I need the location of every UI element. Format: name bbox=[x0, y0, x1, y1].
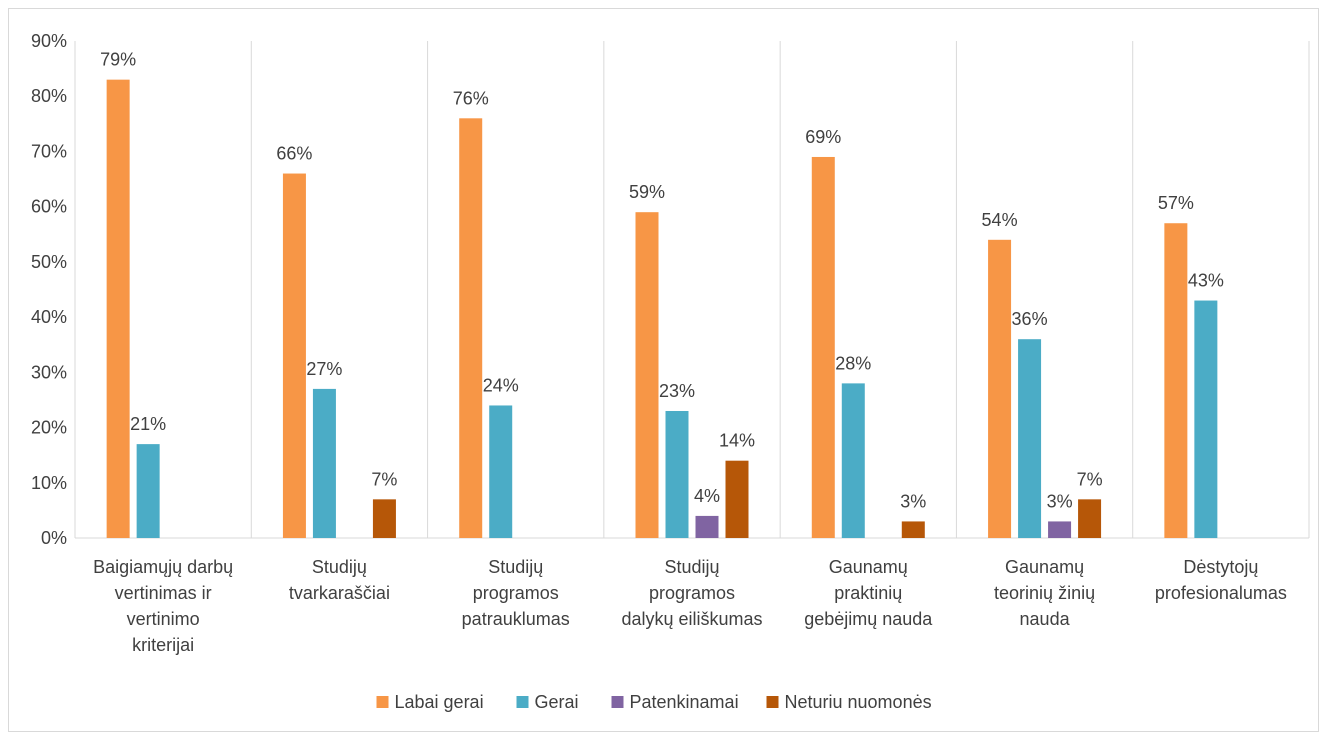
bar-labai-gerai bbox=[1164, 223, 1188, 538]
bar-gerai bbox=[489, 405, 513, 538]
category-label: Studijų programos dalykų eiliškumas bbox=[621, 557, 762, 629]
bar-neturiu-nuomonės bbox=[372, 499, 396, 538]
bar-labai-gerai bbox=[459, 118, 483, 539]
legend-swatch bbox=[516, 696, 529, 708]
data-label: 27% bbox=[306, 359, 342, 379]
legend-label: Gerai bbox=[535, 692, 579, 712]
bar-gerai bbox=[1018, 339, 1042, 538]
bar-gerai bbox=[665, 410, 689, 538]
data-label: 79% bbox=[100, 50, 136, 70]
bar-labai-gerai bbox=[988, 239, 1012, 539]
y-axis: 0% 10% 20% 30% 40% 50% 60% 70% 80% 90% bbox=[31, 31, 67, 548]
data-label: 76% bbox=[453, 88, 489, 108]
bar-gerai bbox=[136, 444, 160, 538]
legend-swatch bbox=[766, 696, 779, 708]
y-tick-label: 20% bbox=[31, 418, 67, 438]
legend-label: Labai gerai bbox=[395, 692, 484, 712]
bar-patenkinamai bbox=[695, 515, 719, 538]
legend-item-neturiu-nuomonės: Neturiu nuomonės bbox=[766, 692, 932, 712]
data-label: 28% bbox=[835, 353, 871, 373]
category-label: Studijų programos patrauklumas bbox=[462, 557, 570, 629]
category-separators bbox=[74, 41, 1310, 539]
bar-chart: 0% 10% 20% 30% 40% 50% 60% 70% 80% 90% 79% 21% 66% 2… bbox=[31, 31, 1310, 712]
chart-container: 0% 10% 20% 30% 40% 50% 60% 70% 80% 90% 79% 21% 66% 2… bbox=[8, 8, 1319, 732]
y-tick-label: 40% bbox=[31, 307, 67, 327]
category-label: Gaunamų teorinių žinių nauda bbox=[994, 557, 1095, 629]
y-tick-label: 0% bbox=[41, 528, 67, 548]
data-label: 24% bbox=[483, 375, 519, 395]
bar-patenkinamai bbox=[1048, 521, 1072, 538]
data-label: 3% bbox=[1047, 491, 1073, 511]
legend-swatch bbox=[376, 696, 389, 708]
data-label: 3% bbox=[900, 491, 926, 511]
legend-label: Neturiu nuomonės bbox=[785, 692, 932, 712]
data-label: 57% bbox=[1158, 193, 1194, 213]
y-tick-label: 30% bbox=[31, 362, 67, 382]
y-tick-label: 90% bbox=[31, 31, 67, 51]
category-label: Gaunamų praktinių gebėjimų nauda bbox=[804, 557, 933, 629]
legend-label: Patenkinamai bbox=[630, 692, 739, 712]
bar-gerai bbox=[841, 383, 865, 538]
data-label: 69% bbox=[805, 127, 841, 147]
bar-neturiu-nuomonės bbox=[725, 460, 749, 538]
bar-labai-gerai bbox=[811, 156, 835, 538]
legend: Labai gerai Gerai Patenkinamai Neturiu nuom… bbox=[376, 692, 932, 712]
category-label: Dėstytojų profesionalumas bbox=[1155, 557, 1287, 603]
legend-item-patenkinamai: Patenkinamai bbox=[611, 692, 739, 712]
y-tick-label: 60% bbox=[31, 197, 67, 217]
bars bbox=[106, 79, 1218, 539]
data-label: 7% bbox=[371, 469, 397, 489]
data-label: 36% bbox=[1012, 309, 1048, 329]
category-label: Studijų tvarkaraščiai bbox=[289, 557, 390, 603]
legend-swatch bbox=[611, 696, 624, 708]
x-axis: Baigiamųjų darbų vertinimas ir vertinimo kr… bbox=[93, 557, 1287, 655]
y-tick-label: 70% bbox=[31, 141, 67, 161]
data-label: 14% bbox=[719, 431, 755, 451]
y-tick-label: 80% bbox=[31, 86, 67, 106]
data-label: 7% bbox=[1077, 469, 1103, 489]
data-labels: 79% 21% 66% 27% 7% 76% 24% 59% 23% 4% 14% 69% 28% 3% 5… bbox=[100, 50, 1224, 512]
bar-gerai bbox=[312, 388, 336, 538]
data-label: 54% bbox=[982, 210, 1018, 230]
y-tick-label: 10% bbox=[31, 473, 67, 493]
bar-labai-gerai bbox=[106, 79, 130, 539]
data-label: 66% bbox=[276, 144, 312, 164]
legend-item-gerai: Gerai bbox=[516, 692, 579, 712]
data-label: 23% bbox=[659, 381, 695, 401]
category-label: Baigiamųjų darbų vertinimas ir vertinimo kr… bbox=[93, 557, 233, 655]
legend-item-labai-gerai: Labai gerai bbox=[376, 692, 484, 712]
bar-gerai bbox=[1194, 300, 1218, 538]
bar-neturiu-nuomonės bbox=[1078, 499, 1102, 538]
data-label: 59% bbox=[629, 182, 665, 202]
data-label: 4% bbox=[694, 486, 720, 506]
y-tick-label: 50% bbox=[31, 252, 67, 272]
bar-neturiu-nuomonės bbox=[901, 521, 925, 538]
bar-labai-gerai bbox=[282, 173, 306, 539]
data-label: 21% bbox=[130, 414, 166, 434]
data-label: 43% bbox=[1188, 271, 1224, 291]
bar-labai-gerai bbox=[635, 212, 659, 538]
